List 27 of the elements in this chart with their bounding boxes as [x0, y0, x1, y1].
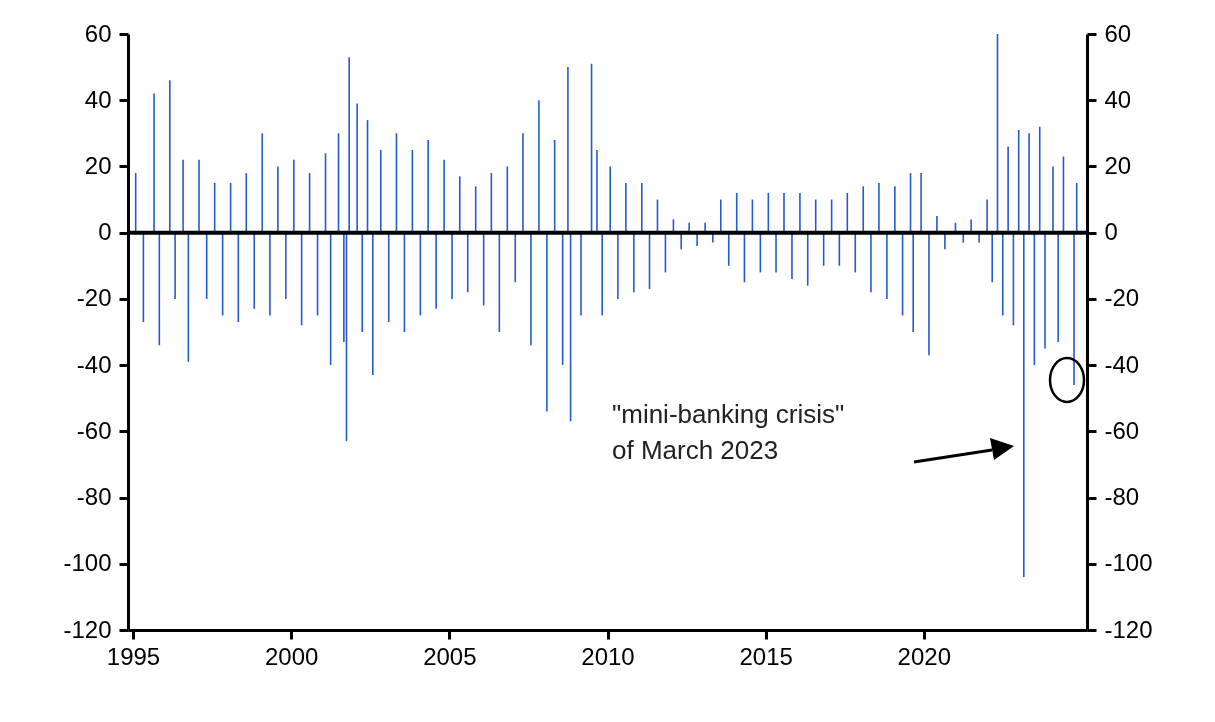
y-tick-label: -40 [76, 350, 112, 378]
y2-tick-label: -40 [1104, 350, 1140, 378]
y-tick-label: -100 [63, 549, 112, 577]
y2-tick-label: -60 [1104, 416, 1140, 444]
y-tick-label: 0 [98, 218, 112, 246]
y2-tick-label: -120 [1104, 615, 1153, 643]
x-tick-label: 2015 [739, 642, 793, 670]
x-tick-label: 2020 [897, 642, 951, 670]
x-tick-label: 2000 [264, 642, 319, 670]
y2-tick-label: 20 [1104, 151, 1132, 179]
y-tick-label: 60 [84, 19, 112, 47]
y-tick-label: 40 [84, 85, 112, 113]
x-tick-label: 2005 [423, 642, 477, 670]
y2-tick-label: 0 [1104, 218, 1118, 246]
y2-tick-label: -80 [1104, 483, 1140, 511]
y-tick-label: -120 [63, 615, 112, 643]
y2-tick-label: 60 [1104, 19, 1132, 47]
y-tick-label: -80 [76, 483, 112, 511]
x-tick-label: 2010 [581, 642, 635, 670]
y-tick-label: -20 [76, 284, 112, 312]
y2-tick-label: -20 [1104, 284, 1140, 312]
y2-tick-label: -100 [1104, 549, 1153, 577]
y-tick-label: 20 [84, 151, 112, 179]
annotation: "mini-banking crisis" of March 2023 [612, 399, 845, 465]
y-tick-label: -60 [76, 416, 112, 444]
y2-tick-label: 40 [1104, 85, 1132, 113]
x-tick-label: 1995 [106, 642, 161, 670]
